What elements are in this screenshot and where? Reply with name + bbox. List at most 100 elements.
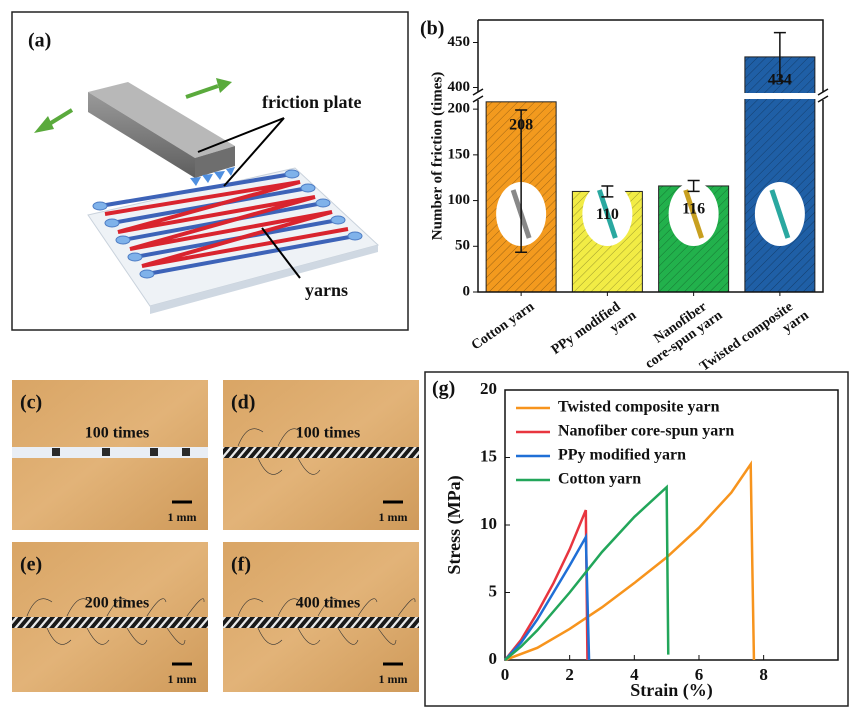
panel-label: (c) — [20, 392, 42, 414]
red-yarns — [104, 180, 349, 268]
x-tick-label: 8 — [759, 665, 768, 684]
friction-plate-top — [88, 82, 235, 158]
yarn-spot — [52, 448, 60, 456]
series-line — [504, 509, 589, 661]
fiber — [126, 627, 148, 645]
fiber — [66, 598, 91, 617]
panel-label: (b) — [420, 18, 444, 40]
y-tick-label: 15 — [480, 446, 497, 465]
panel-frame — [11, 11, 409, 331]
y-axis-label: Number of friction (times) — [429, 72, 445, 240]
fiber — [357, 598, 378, 617]
panel-label: (f) — [231, 554, 251, 576]
error-bar — [687, 179, 700, 193]
fiber — [106, 598, 129, 617]
legend-label: PPy modified yarn — [558, 447, 686, 464]
axis-break-gap — [468, 93, 833, 99]
yarn — [12, 617, 208, 628]
y-tick-label: 400 — [448, 79, 471, 95]
scale-label: 1 mm — [168, 672, 197, 686]
break-mark — [472, 88, 484, 103]
legend-label: Twisted composite yarn — [558, 399, 720, 416]
x-tick-label-line: Cotton yarn — [469, 300, 537, 354]
fiber — [277, 598, 302, 617]
fiber — [397, 598, 416, 617]
caption: 100 times — [296, 425, 360, 442]
illustration-panel: (a) friction plate yarns — [11, 11, 409, 331]
fiber — [257, 457, 283, 475]
series-line — [504, 460, 756, 662]
yarn — [223, 617, 419, 628]
bar-hatch — [744, 56, 815, 293]
value-label: 116 — [682, 201, 705, 218]
friction-plate-end — [195, 146, 235, 178]
pointer-lines — [197, 117, 301, 279]
panel-label: (d) — [231, 392, 255, 414]
y-tick-label: 0 — [489, 649, 498, 668]
fiber — [297, 627, 321, 645]
x-tick-label: PPy modifiedyarn — [549, 295, 639, 371]
fiber — [186, 598, 205, 617]
error-bar — [515, 109, 528, 253]
value-label: 110 — [596, 206, 619, 223]
legend-label: Nanofiber core-spun yarn — [558, 423, 734, 440]
yarn-spot — [102, 448, 110, 456]
fiber — [257, 627, 283, 645]
y-tick-label: 20 — [480, 379, 497, 398]
scale-label: 1 mm — [379, 510, 408, 524]
yarns-label: yarns — [305, 280, 348, 300]
y-tick-label: 50 — [455, 238, 470, 254]
yarn-spot — [150, 448, 158, 456]
fiber — [46, 627, 72, 645]
yarn-inset-fiber — [769, 189, 791, 239]
panel-frame — [424, 371, 849, 707]
error-bar — [773, 31, 786, 82]
line-chart: (g) 0 2 4 6 8 0 5 10 15 20 Strain (%) Stress (MPa) Tw… — [424, 371, 849, 707]
plate-teeth — [190, 167, 235, 186]
fiber — [277, 428, 302, 447]
motion-arrows — [34, 78, 232, 133]
legend-label: Cotton yarn — [558, 471, 641, 488]
panel-label: (g) — [432, 378, 455, 400]
x-tick-label: 4 — [630, 665, 639, 684]
error-bar — [601, 185, 614, 198]
fiber — [146, 598, 167, 617]
x-tick-label: 0 — [501, 665, 510, 684]
fiber — [237, 428, 264, 447]
x-tick-label: 6 — [695, 665, 704, 684]
y-tick-label: 5 — [489, 581, 498, 600]
fiber — [297, 457, 321, 475]
panel-label: (e) — [20, 554, 42, 576]
fiber — [166, 627, 186, 645]
y-tick-label: 150 — [448, 146, 471, 162]
fiber — [377, 627, 397, 645]
axes — [477, 19, 824, 293]
fiber — [26, 598, 53, 617]
caption: 400 times — [296, 595, 360, 612]
x-tick-label: Cotton yarn — [469, 300, 537, 354]
series-line — [504, 532, 591, 661]
x-axis-label: Strain (%) — [630, 680, 713, 701]
panel-frame — [411, 11, 849, 343]
fiber — [237, 598, 264, 617]
y-tick-label: 0 — [463, 283, 471, 299]
caption: 200 times — [85, 595, 149, 612]
fiber — [86, 627, 110, 645]
plate-label: friction plate — [262, 92, 361, 112]
base-plate-edge — [150, 245, 378, 314]
friction-plate-side — [88, 92, 195, 178]
y-tick-label: 100 — [448, 192, 471, 208]
y-axis-label: Stress (MPa) — [444, 475, 465, 574]
scale-label: 1 mm — [168, 510, 197, 524]
y-tick-label: 10 — [480, 514, 497, 533]
yarn-inset-fiber — [597, 189, 618, 239]
y-tick-label: 200 — [448, 101, 471, 117]
yarn-clamps — [92, 169, 363, 279]
fiber — [337, 627, 359, 645]
yarn — [223, 447, 419, 458]
y-tick-label: 450 — [448, 34, 471, 50]
yarn-spot — [182, 448, 190, 456]
